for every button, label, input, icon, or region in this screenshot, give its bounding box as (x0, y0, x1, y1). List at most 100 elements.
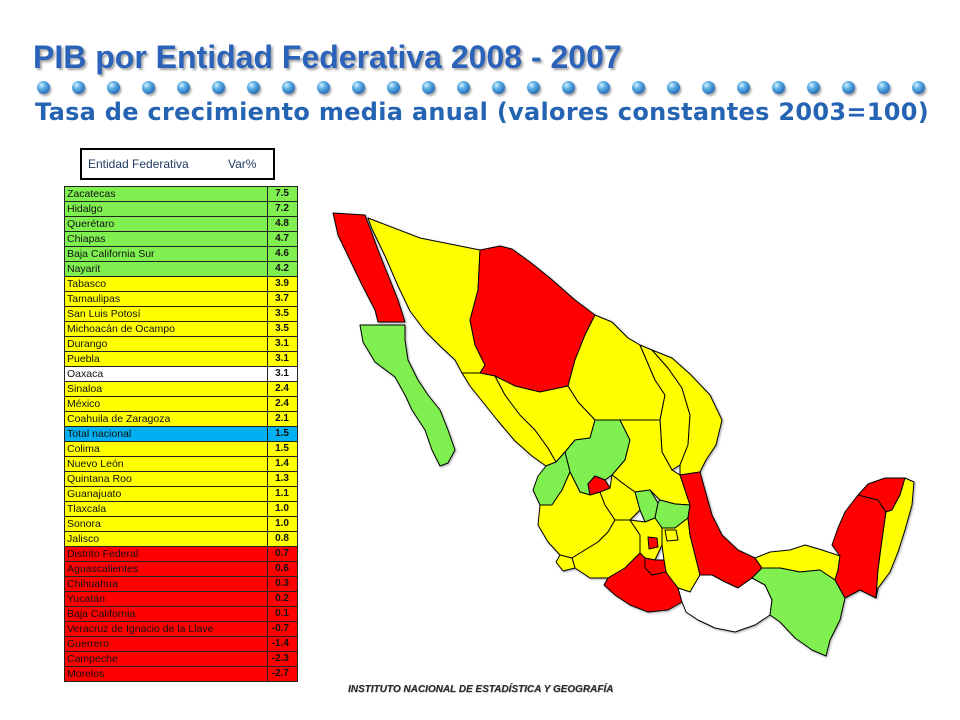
state-name-cell: Total nacional (65, 427, 268, 441)
state-name-cell: Durango (65, 337, 268, 351)
var-value-cell: 2.4 (275, 383, 289, 394)
var-value-cell: 0.3 (275, 578, 289, 589)
var-value-cell: 1.5 (275, 443, 289, 454)
var-value-cell: 3.1 (275, 353, 289, 364)
state-growth-table: Zacatecas 7.5 Hidalgo 7.2 Querétaro 4.8 Chiapa… (64, 186, 298, 682)
state-name-cell: Querétaro (65, 217, 268, 231)
table-row: Durango 3.1 (65, 337, 297, 352)
table-row: Puebla 3.1 (65, 352, 297, 367)
table-row: Tamaulipas 3.7 (65, 292, 297, 307)
var-value-cell: 2.4 (275, 398, 289, 409)
decorative-dot (281, 80, 295, 94)
map-state-tlaxcala (664, 529, 679, 542)
table-row: Coahuila de Zaragoza 2.1 (65, 412, 297, 427)
table-row: Nayarit 4.2 (65, 262, 297, 277)
decorative-dot (911, 80, 925, 94)
var-value-cell: 3.1 (275, 338, 289, 349)
var-value-cell: 1.4 (275, 458, 289, 469)
state-name-cell: Zacatecas (65, 187, 268, 201)
var-value-cell: 7.2 (275, 203, 289, 214)
decorative-dot (561, 80, 575, 94)
decorative-dot (631, 80, 645, 94)
map-state-morelos (644, 557, 667, 576)
var-value-cell: 1.1 (275, 488, 289, 499)
table-row: Tabasco 3.9 (65, 277, 297, 292)
decorative-dot (596, 80, 610, 94)
var-value-cell: 4.2 (275, 263, 289, 274)
map-state-baja-california (332, 212, 406, 323)
decorative-dot (456, 80, 470, 94)
decorative-dot (176, 80, 190, 94)
table-row: Hidalgo 7.2 (65, 202, 297, 217)
decorative-dot (736, 80, 750, 94)
state-name-cell: Tabasco (65, 277, 268, 291)
decorative-dot (491, 80, 505, 94)
state-name-cell: Sonora (65, 517, 268, 531)
decorative-dot (316, 80, 330, 94)
page-subtitle: Tasa de crecimiento media anual (valores… (35, 98, 929, 126)
footer-institution: INSTITUTO NACIONAL DE ESTADÍSTICA Y GEOG… (348, 684, 614, 695)
state-name-cell: Chihuahua (65, 577, 268, 591)
decorative-dot (141, 80, 155, 94)
table-row: Tlaxcala 1.0 (65, 502, 297, 517)
var-value-cell: 1.0 (275, 503, 289, 514)
decorative-dot (701, 80, 715, 94)
table-row: Distrito Federal 0.7 (65, 547, 297, 562)
table-row: Veracruz de Ignacio de la Llave -0.7 (65, 622, 297, 637)
decorative-dot (351, 80, 365, 94)
var-value-cell: -1.4 (271, 638, 289, 649)
var-value-cell: 3.5 (275, 308, 289, 319)
table-row: Baja California Sur 4.6 (65, 247, 297, 262)
table-row: Colima 1.5 (65, 442, 297, 457)
var-value-cell: 1.0 (275, 518, 289, 529)
map-state-chiapas (751, 567, 846, 657)
table-row: Quintana Roo 1.3 (65, 472, 297, 487)
var-value-cell: 0.1 (275, 608, 289, 619)
table-header-box: Entidad Federativa Var% (80, 148, 275, 180)
table-row: San Luis Potosí 3.5 (65, 307, 297, 322)
state-name-cell: Baja California Sur (65, 247, 268, 261)
state-name-cell: Baja California (65, 607, 268, 621)
var-value-cell: 1.5 (275, 428, 289, 439)
table-row: Guanajuato 1.1 (65, 487, 297, 502)
state-name-cell: Michoacán de Ocampo (65, 322, 268, 336)
var-value-cell: -2.7 (271, 668, 289, 679)
decorative-dot (106, 80, 120, 94)
decorative-dot (211, 80, 225, 94)
var-value-cell: 4.6 (275, 248, 289, 259)
state-name-cell: Colima (65, 442, 268, 456)
map-state-quintana-roo (875, 477, 915, 599)
table-row: Jalisco 0.8 (65, 532, 297, 547)
table-row: Nuevo León 1.4 (65, 457, 297, 472)
decorative-dot (841, 80, 855, 94)
var-value-cell: -2.3 (271, 653, 289, 664)
map-state-distrito-federal (647, 536, 659, 550)
table-row: Chihuahua 0.3 (65, 577, 297, 592)
table-row: Yucatán 0.2 (65, 592, 297, 607)
decorative-dot (771, 80, 785, 94)
decorative-dot (36, 80, 50, 94)
state-name-cell: México (65, 397, 268, 411)
state-name-cell: San Luis Potosí (65, 307, 268, 321)
table-row: Guerrero -1.4 (65, 637, 297, 652)
var-value-cell: 2.1 (275, 413, 289, 424)
table-row: Querétaro 4.8 (65, 217, 297, 232)
var-value-cell: 1.3 (275, 473, 289, 484)
table-row: Sonora 1.0 (65, 517, 297, 532)
table-row: México 2.4 (65, 397, 297, 412)
map-state-guerrero (603, 552, 683, 613)
table-row: Sinaloa 2.4 (65, 382, 297, 397)
state-name-cell: Distrito Federal (65, 547, 268, 561)
state-name-cell: Sinaloa (65, 382, 268, 396)
var-value-cell: 0.6 (275, 563, 289, 574)
state-name-cell: Coahuila de Zaragoza (65, 412, 268, 426)
var-value-cell: 3.5 (275, 323, 289, 334)
var-value-cell: 3.7 (275, 293, 289, 304)
state-name-cell: Hidalgo (65, 202, 268, 216)
decorative-dot (666, 80, 680, 94)
state-name-cell: Jalisco (65, 532, 268, 546)
table-row: Total nacional 1.5 (65, 427, 297, 442)
state-name-cell: Morelos (65, 667, 268, 681)
map-state-aguascalientes (587, 475, 611, 496)
decorative-dot (246, 80, 260, 94)
